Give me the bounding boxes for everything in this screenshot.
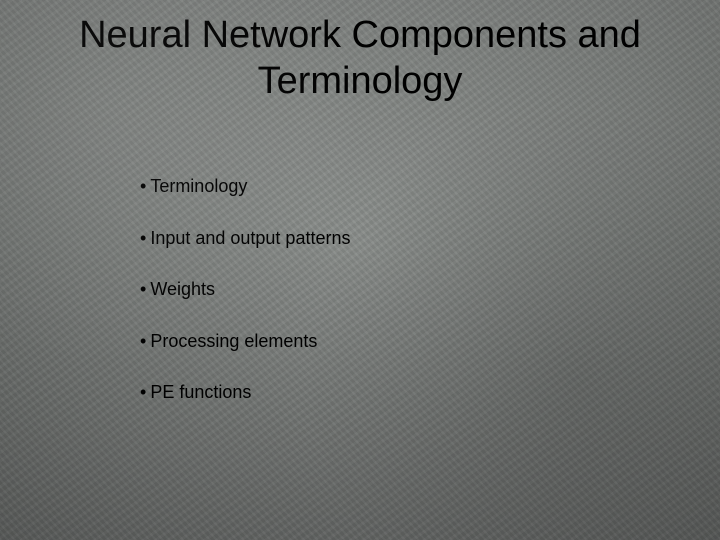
list-item: •Weights [140, 279, 660, 301]
bullet-icon: • [140, 228, 146, 250]
bullet-icon: • [140, 382, 146, 404]
slide: Neural Network Components and Terminolog… [0, 0, 720, 540]
bullet-list: •Terminology •Input and output patterns … [140, 176, 660, 434]
list-item-label: Weights [150, 279, 215, 299]
list-item: •Processing elements [140, 331, 660, 353]
list-item: •Input and output patterns [140, 228, 660, 250]
slide-title: Neural Network Components and Terminolog… [40, 12, 680, 105]
list-item-label: Input and output patterns [150, 228, 350, 248]
list-item-label: Processing elements [150, 331, 317, 351]
list-item: •PE functions [140, 382, 660, 404]
bullet-icon: • [140, 331, 146, 353]
list-item-label: Terminology [150, 176, 247, 196]
bullet-icon: • [140, 176, 146, 198]
list-item-label: PE functions [150, 382, 251, 402]
list-item: •Terminology [140, 176, 660, 198]
bullet-icon: • [140, 279, 146, 301]
